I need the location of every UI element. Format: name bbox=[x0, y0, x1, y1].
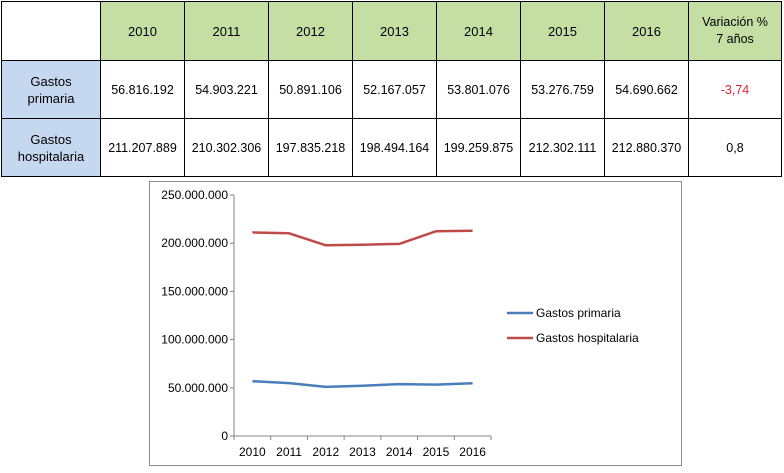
table-header-row: 2010 2011 2012 2013 2014 2015 2016 Varia… bbox=[1, 1, 782, 61]
table-row: Gastos hospitalaria 211.207.889 210.302.… bbox=[1, 118, 782, 177]
legend-label: Gastos primaria bbox=[536, 306, 621, 320]
y-tick-label: 250.000.000 bbox=[161, 188, 228, 202]
x-tick-label: 2010 bbox=[239, 445, 266, 459]
table-cell: 197.835.218 bbox=[268, 118, 353, 177]
line-chart: 0 50.000.000 100.000.000 150.000.000 200.000… bbox=[149, 181, 682, 466]
table-cell: 199.259.875 bbox=[436, 118, 521, 177]
year-header: 2014 bbox=[436, 1, 521, 61]
year-header: 2011 bbox=[184, 1, 269, 61]
row-header-line1: Gastos bbox=[30, 131, 72, 147]
year-header: 2015 bbox=[520, 1, 605, 61]
table-cell: 52.167.057 bbox=[352, 60, 437, 119]
table-cell: 50.891.106 bbox=[268, 60, 353, 119]
line-chart-svg: 0 50.000.000 100.000.000 150.000.000 200.000… bbox=[161, 188, 639, 459]
y-tick-label: 200.000.000 bbox=[161, 236, 228, 250]
year-header: 2012 bbox=[268, 1, 353, 61]
table-cell: 212.302.111 bbox=[520, 118, 605, 177]
table-cell: 53.801.076 bbox=[436, 60, 521, 119]
table-cell: 53.276.759 bbox=[520, 60, 605, 119]
row-header-line2: hospitalaria bbox=[17, 148, 85, 164]
table-cell: 56.816.192 bbox=[100, 60, 185, 119]
x-tick-label: 2013 bbox=[349, 445, 376, 459]
x-tick-label: 2012 bbox=[312, 445, 339, 459]
y-tick-label: 150.000.000 bbox=[161, 284, 228, 298]
variation-header-line1: Variación % bbox=[702, 15, 768, 29]
x-tick-label: 2015 bbox=[423, 445, 450, 459]
table-row: Gastos primaria 56.816.192 54.903.221 50… bbox=[1, 60, 782, 119]
legend-label: Gastos hospitalaria bbox=[536, 331, 639, 345]
table-cell: 210.302.306 bbox=[184, 118, 269, 177]
x-tick-label: 2014 bbox=[386, 445, 413, 459]
year-header: 2010 bbox=[100, 1, 185, 61]
series-line-gastos-hospitalaria bbox=[252, 229, 473, 247]
table-cell: 54.690.662 bbox=[604, 60, 689, 119]
variation-cell: 0,8 bbox=[688, 118, 782, 177]
x-tick-label: 2011 bbox=[276, 445, 302, 459]
year-header: 2016 bbox=[604, 1, 689, 61]
year-header: 2013 bbox=[352, 1, 437, 61]
row-header: Gastos hospitalaria bbox=[1, 118, 101, 177]
table-cell: 198.494.164 bbox=[352, 118, 437, 177]
row-header-line1: Gastos bbox=[30, 73, 72, 89]
variation-header: Variación % 7 años bbox=[688, 1, 782, 61]
table-cell: 212.880.370 bbox=[604, 118, 689, 177]
series-line-gastos-primaria bbox=[252, 379, 473, 389]
y-tick-label: 100.000.000 bbox=[161, 333, 228, 347]
table-cell: 211.207.889 bbox=[100, 118, 185, 177]
y-tick-label: 50.000.000 bbox=[168, 381, 228, 395]
data-table: 2010 2011 2012 2013 2014 2015 2016 Varia… bbox=[1, 1, 782, 177]
table-cell: 54.903.221 bbox=[184, 60, 269, 119]
x-tick-label: 2016 bbox=[459, 445, 486, 459]
variation-cell: -3,74 bbox=[688, 60, 782, 119]
y-tick-label: 0 bbox=[221, 429, 228, 443]
variation-header-line2: 7 años bbox=[716, 32, 754, 46]
row-header-line2: primaria bbox=[27, 90, 75, 106]
table-corner-cell bbox=[1, 1, 101, 61]
row-header: Gastos primaria bbox=[1, 60, 101, 119]
